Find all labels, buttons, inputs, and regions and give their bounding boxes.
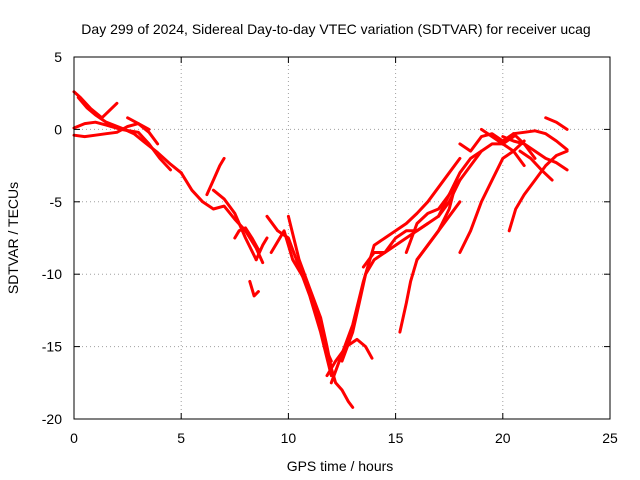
x-tick-label: 0 <box>70 430 78 446</box>
grid <box>74 57 610 419</box>
series-trace-21 <box>415 200 462 262</box>
y-tick-label: 0 <box>54 121 62 137</box>
series-trace-6 <box>179 171 265 265</box>
x-tick-labels: 0 5 10 15 20 25 <box>70 430 618 446</box>
series-trace-12 <box>265 214 333 378</box>
series-trace-28 <box>512 129 569 152</box>
series-trace-27 <box>501 135 569 172</box>
series-trace-1 <box>72 90 119 120</box>
y-tick-label: -15 <box>42 339 62 355</box>
x-axis-label: GPS time / hours <box>287 458 394 474</box>
series-trace-10 <box>248 279 260 298</box>
series-trace-9 <box>233 226 260 252</box>
data-series <box>72 90 569 409</box>
series-trace-16 <box>329 156 462 385</box>
series-trace-7 <box>205 156 226 197</box>
series-trace-14 <box>286 214 355 409</box>
series-trace-5 <box>126 116 160 146</box>
series-trace-29 <box>518 149 554 182</box>
y-axis-label: SDTVAR / TECUs <box>5 182 21 294</box>
y-tick-label: -20 <box>42 411 62 427</box>
tick-marks <box>73 56 611 420</box>
series-trace-8 <box>211 188 258 262</box>
series-trace-15 <box>325 337 374 378</box>
y-tick-label: -10 <box>42 266 62 282</box>
series-trace-20 <box>404 149 483 254</box>
series-trace-4 <box>76 96 183 175</box>
x-tick-label: 5 <box>177 430 185 446</box>
plot-frame <box>73 56 611 420</box>
y-tick-label: 5 <box>54 49 62 65</box>
y-tick-label: -5 <box>50 194 63 210</box>
chart-title: Day 299 of 2024, Sidereal Day-to-day VTE… <box>81 21 590 37</box>
series-trace-30 <box>544 116 569 131</box>
x-tick-label: 20 <box>495 430 511 446</box>
y-tick-labels: 5 0 -5 -10 -15 -20 <box>42 49 62 427</box>
series-trace-11 <box>254 236 269 262</box>
series-trace-18 <box>361 222 430 269</box>
series-trace-26 <box>507 149 569 233</box>
series-trace-25 <box>479 127 526 168</box>
x-tick-label: 15 <box>388 430 404 446</box>
x-tick-label: 10 <box>281 430 297 446</box>
series-trace-13 <box>269 229 333 363</box>
x-tick-label: 25 <box>602 430 618 446</box>
